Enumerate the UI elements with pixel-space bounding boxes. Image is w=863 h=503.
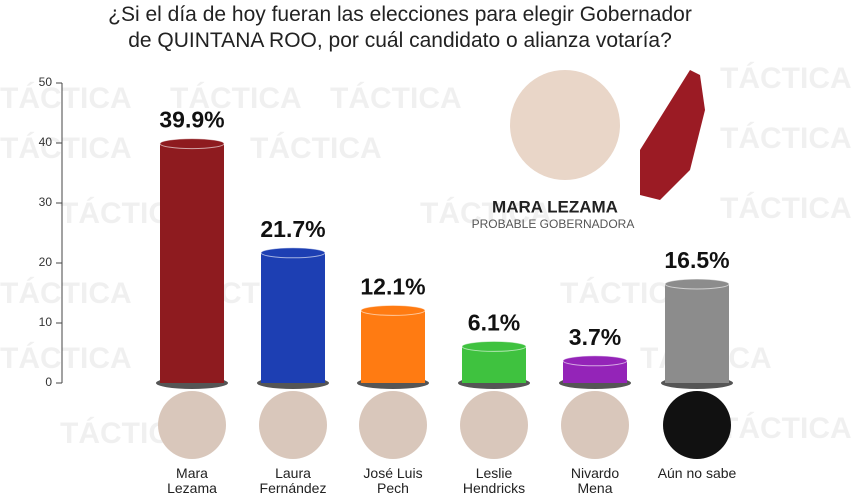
- y-tick-label: 40: [39, 135, 53, 149]
- bar: [462, 346, 526, 383]
- y-tick-label: 50: [39, 75, 53, 89]
- y-tick-label: 30: [39, 195, 53, 209]
- watermark: TÁCTICA: [0, 131, 132, 165]
- watermark: TÁCTICA: [170, 81, 302, 115]
- watermark: TÁCTICA: [0, 341, 132, 375]
- watermark: TÁCTICA: [720, 191, 852, 225]
- watermark: TÁCTICA: [0, 81, 132, 115]
- value-label: 6.1%: [468, 309, 520, 335]
- bar-cap: [664, 278, 730, 290]
- photo: [359, 391, 427, 459]
- photo: [510, 70, 620, 180]
- bar-cap: [562, 355, 628, 367]
- y-tick-label: 20: [39, 255, 53, 269]
- annotation: PROBABLE GOBERNADORA: [472, 217, 635, 231]
- x-tick-label: Laura Fernández: [259, 465, 327, 496]
- x-tick-label: Nivardo Mena: [570, 465, 620, 496]
- value-label: 16.5%: [664, 247, 729, 273]
- value-label: 12.1%: [360, 273, 425, 299]
- x-tick-label: Aún no sabe: [657, 465, 737, 481]
- photo: [158, 391, 226, 459]
- bar: [261, 252, 325, 383]
- y-tick-label: 10: [39, 315, 53, 329]
- bar-cap: [360, 304, 426, 316]
- watermark: TÁCTICA: [720, 411, 852, 445]
- watermark: TÁCTICA: [720, 61, 852, 95]
- x-tick-label: Leslie Hendricks: [462, 465, 526, 496]
- map-shape: [640, 70, 705, 200]
- photo: [259, 391, 327, 459]
- photo: [663, 391, 731, 459]
- watermark: TÁCTICA: [720, 121, 852, 155]
- watermark: TÁCTICA: [250, 131, 382, 165]
- annotation: MARA LEZAMA: [492, 197, 618, 216]
- bar: [563, 360, 627, 383]
- watermark: TÁCTICA: [0, 276, 132, 310]
- bar: [361, 310, 425, 383]
- watermark: TÁCTICA: [330, 81, 462, 115]
- bar-cap: [159, 138, 225, 150]
- value-label: 3.7%: [569, 324, 621, 350]
- photo: [561, 391, 629, 459]
- x-tick-label: Mara Lezama: [167, 465, 217, 496]
- y-tick-label: 0: [45, 375, 52, 389]
- bar-cap: [461, 340, 527, 352]
- chart-title: ¿Si el día de hoy fueran las elecciones …: [108, 3, 692, 52]
- value-label: 21.7%: [260, 216, 325, 242]
- watermark: TÁCTICA: [420, 196, 552, 230]
- photo: [460, 391, 528, 459]
- bar: [160, 143, 224, 383]
- bar-cap: [260, 247, 326, 259]
- value-label: 39.9%: [159, 107, 224, 133]
- x-tick-label: José Luis Pech: [363, 465, 423, 496]
- bar: [665, 284, 729, 383]
